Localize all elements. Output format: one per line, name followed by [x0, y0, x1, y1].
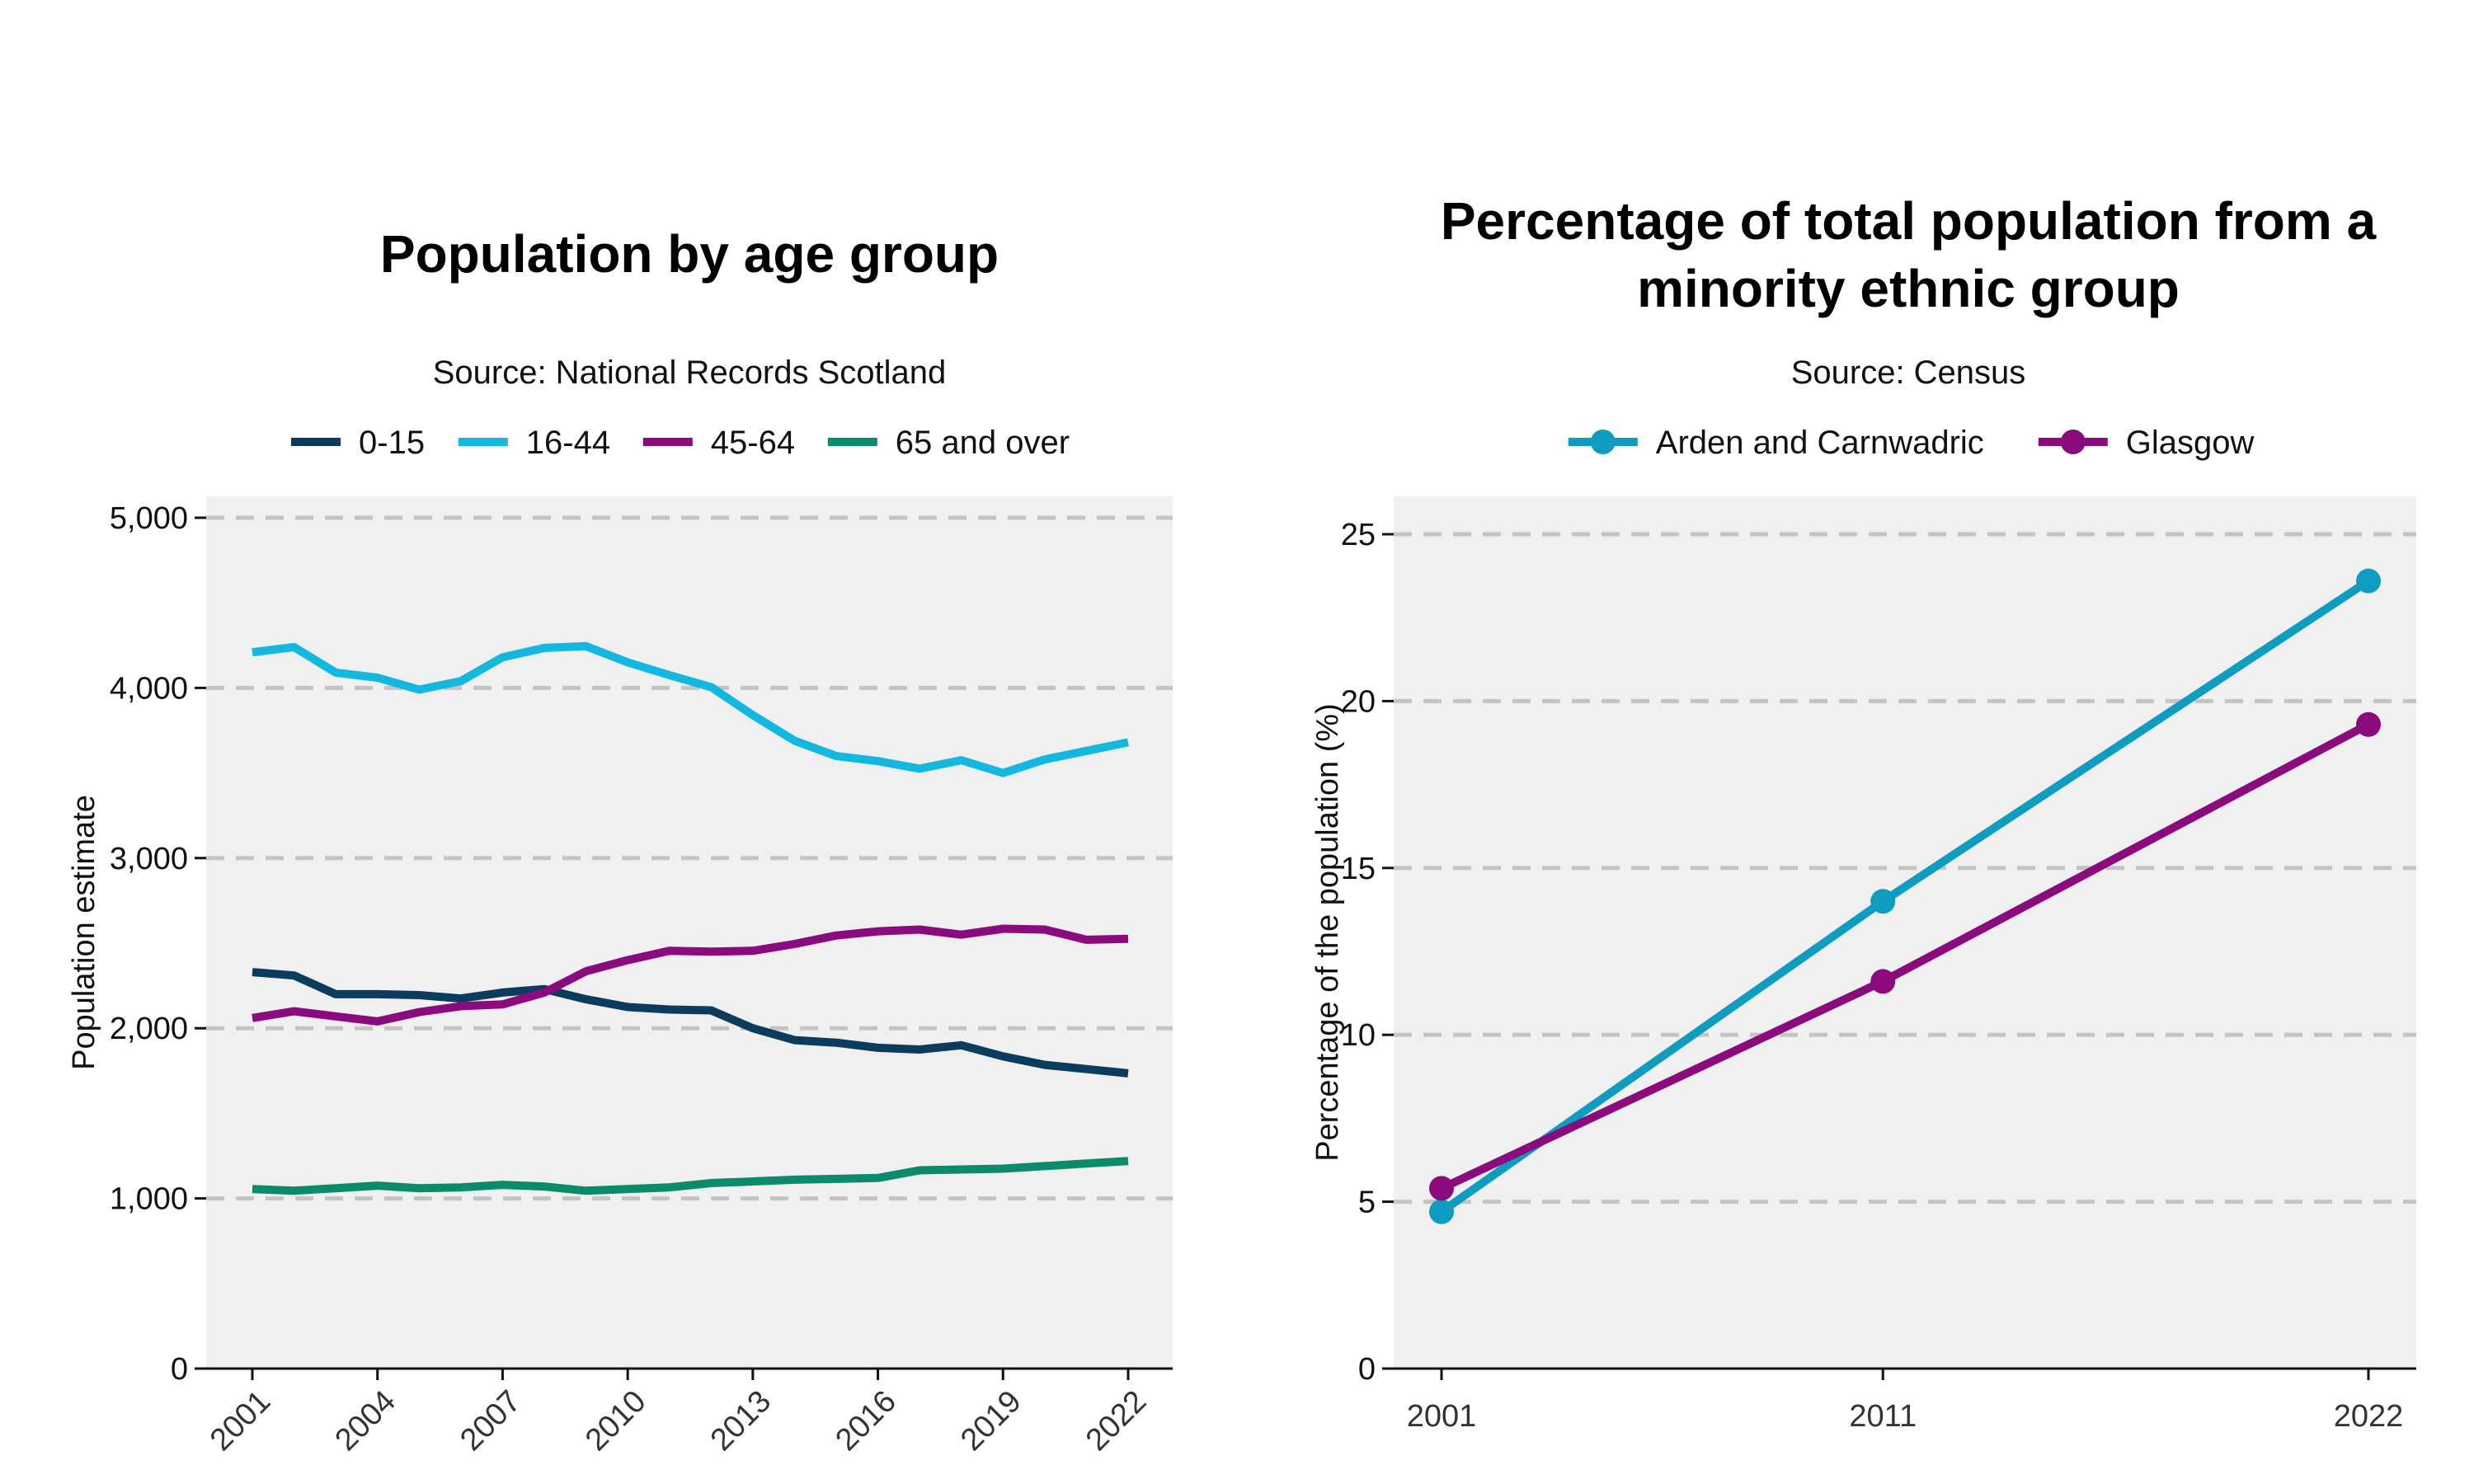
series-line: [252, 924, 1129, 1026]
data-point: [2356, 568, 2381, 594]
y-tick-label: 10: [1341, 1018, 1376, 1053]
y-tick-label: 4,000: [110, 671, 188, 706]
series-arden-and-carnwadric: [1429, 568, 2381, 1224]
y-tick-label: 0: [171, 1352, 188, 1387]
series-glasgow: [1429, 711, 2381, 1201]
gridlines: [1394, 532, 2416, 1205]
y-tick-label: 20: [1341, 684, 1376, 719]
x-tick-label: 2022: [1079, 1384, 1153, 1458]
legend-label: Arden and Carnwadric: [1656, 425, 1984, 461]
legend-item: 65 and over: [827, 425, 1070, 461]
y-tick-label: 15: [1341, 852, 1376, 886]
y-tick-label: 25: [1341, 518, 1376, 552]
x-axis: 2001 2011 2022: [1407, 1369, 2404, 1434]
series-group: [252, 641, 1130, 1195]
data-point: [2356, 711, 2381, 737]
x-tick-label: 2019: [954, 1384, 1028, 1458]
x-tick-label: 2010: [579, 1384, 652, 1458]
series-group: [1429, 568, 2381, 1224]
y-tick-label: 5,000: [110, 501, 188, 536]
series-line: [252, 968, 1129, 1078]
legend: 0-15 16-44 45-64 65 and over: [291, 425, 1070, 461]
x-tick-label: 2013: [704, 1384, 778, 1458]
legend-marker: [1590, 430, 1616, 454]
x-tick-label: 2022: [2334, 1399, 2404, 1434]
y-tick-label: 3,000: [110, 842, 188, 876]
population-age-chart: Population by age group Source: National…: [67, 224, 1173, 1458]
chart-subtitle: Source: Census: [1791, 355, 2026, 391]
legend-label: 16-44: [526, 425, 610, 461]
legend-marker: [2060, 430, 2086, 454]
chart-title-line-2: minority ethnic group: [1637, 259, 2180, 318]
series-line: [252, 641, 1130, 777]
y-axis-label: Population estimate: [67, 795, 101, 1070]
y-tick-label: 5: [1358, 1186, 1376, 1220]
legend-item: Glasgow: [2038, 425, 2255, 461]
x-tick-label: 2016: [829, 1384, 902, 1458]
legend-label: 45-64: [711, 425, 795, 461]
data-point: [1870, 969, 1896, 994]
series-line: [252, 1157, 1129, 1195]
series-45-64: [252, 924, 1129, 1026]
data-point: [1870, 889, 1896, 914]
legend-item: 0-15: [291, 425, 425, 461]
data-point: [1429, 1199, 1454, 1224]
chart-title: Population by age group: [380, 224, 999, 284]
legend-label: 0-15: [359, 425, 425, 461]
legend-label: 65 and over: [896, 425, 1070, 461]
y-axis-label: Percentage of the population (%): [1310, 703, 1345, 1162]
legend-item: 45-64: [642, 425, 795, 461]
x-tick-label: 2011: [1849, 1399, 1917, 1434]
x-tick-label: 2007: [454, 1384, 527, 1458]
series-0-15: [252, 968, 1129, 1078]
legend-label: Glasgow: [2126, 425, 2255, 461]
y-tick-label: 0: [1358, 1352, 1376, 1387]
x-tick-label: 2001: [1407, 1399, 1477, 1434]
chart-title: Percentage of total population from a: [1441, 191, 2377, 251]
x-tick-label: 2001: [204, 1384, 277, 1458]
y-tick-label: 2,000: [110, 1012, 188, 1046]
series-16-44: [252, 641, 1130, 777]
data-point: [1429, 1176, 1454, 1201]
chart-subtitle: Source: National Records Scotland: [433, 355, 947, 391]
minority-ethnic-chart: Percentage of total population from a mi…: [1310, 191, 2416, 1434]
plot-panel: [1394, 496, 2416, 1369]
y-tick-label: 1,000: [110, 1182, 188, 1217]
x-tick-label: 2004: [329, 1384, 402, 1458]
y-axis: 0 1,000 2,000 3,000 4,000 5,000: [110, 501, 206, 1387]
series-65-and-over: [252, 1157, 1129, 1195]
y-axis: 0 5 10 15 20 25: [1341, 518, 1394, 1387]
x-axis: 2001 2004 2007 2010 2013 2016 2019 2022: [204, 1369, 1153, 1458]
legend-item: 16-44: [458, 425, 610, 461]
legend-item: Arden and Carnwadric: [1568, 425, 1984, 461]
legend: Arden and Carnwadric Glasgow: [1568, 425, 2255, 461]
gridlines: [206, 515, 1173, 1201]
